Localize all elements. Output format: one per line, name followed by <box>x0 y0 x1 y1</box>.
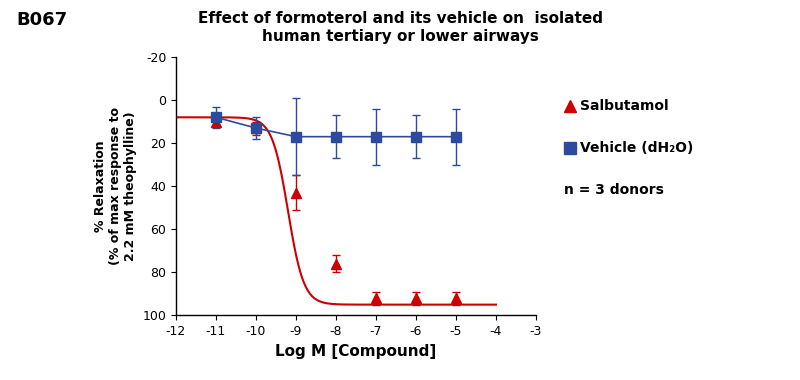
X-axis label: Log M [Compound]: Log M [Compound] <box>275 344 437 359</box>
Text: B067: B067 <box>16 11 67 29</box>
Text: n = 3 donors: n = 3 donors <box>564 183 664 197</box>
Text: Effect of formoterol and its vehicle on  isolated
human tertiary or lower airway: Effect of formoterol and its vehicle on … <box>198 11 602 44</box>
Text: Vehicle (dH₂O): Vehicle (dH₂O) <box>580 141 694 155</box>
Y-axis label: % Relaxation
(% of max response to
2.2 mM theophylline): % Relaxation (% of max response to 2.2 m… <box>94 107 137 265</box>
Text: Salbutamol: Salbutamol <box>580 100 669 113</box>
